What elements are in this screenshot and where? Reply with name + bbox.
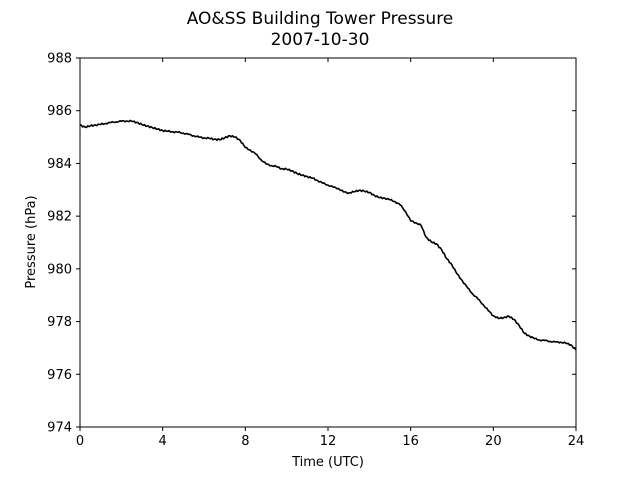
chart-subtitle: 2007-10-30 [271, 30, 370, 50]
y-axis-label: Pressure (hPa) [24, 195, 39, 288]
plot-frame [79, 57, 577, 428]
x-tick-label: 12 [320, 434, 337, 449]
x-tick-label: 8 [241, 434, 249, 449]
y-tick-label: 986 [47, 104, 72, 119]
x-tick-label: 16 [402, 434, 419, 449]
y-tick-label: 982 [47, 210, 72, 225]
y-tick-label: 974 [47, 421, 72, 436]
x-axis-label: Time (UTC) [291, 455, 364, 470]
chart-title: AO&SS Building Tower Pressure [187, 9, 454, 29]
x-tick-label: 24 [568, 434, 585, 449]
y-tick-label: 978 [47, 315, 72, 330]
axis-ticks [76, 57, 577, 431]
x-tick-label: 0 [76, 434, 84, 449]
axis-tick-labels: 0 4 8 12 16 20 24 974 976 978 980 982 984 986 988 [47, 52, 584, 450]
y-tick-label: 984 [47, 157, 72, 172]
x-tick-label: 4 [159, 434, 167, 449]
y-tick-label: 980 [47, 262, 72, 277]
series-line [79, 119, 577, 351]
x-tick-label: 20 [485, 434, 502, 449]
y-tick-label: 976 [47, 368, 72, 383]
y-tick-label: 988 [47, 52, 72, 67]
